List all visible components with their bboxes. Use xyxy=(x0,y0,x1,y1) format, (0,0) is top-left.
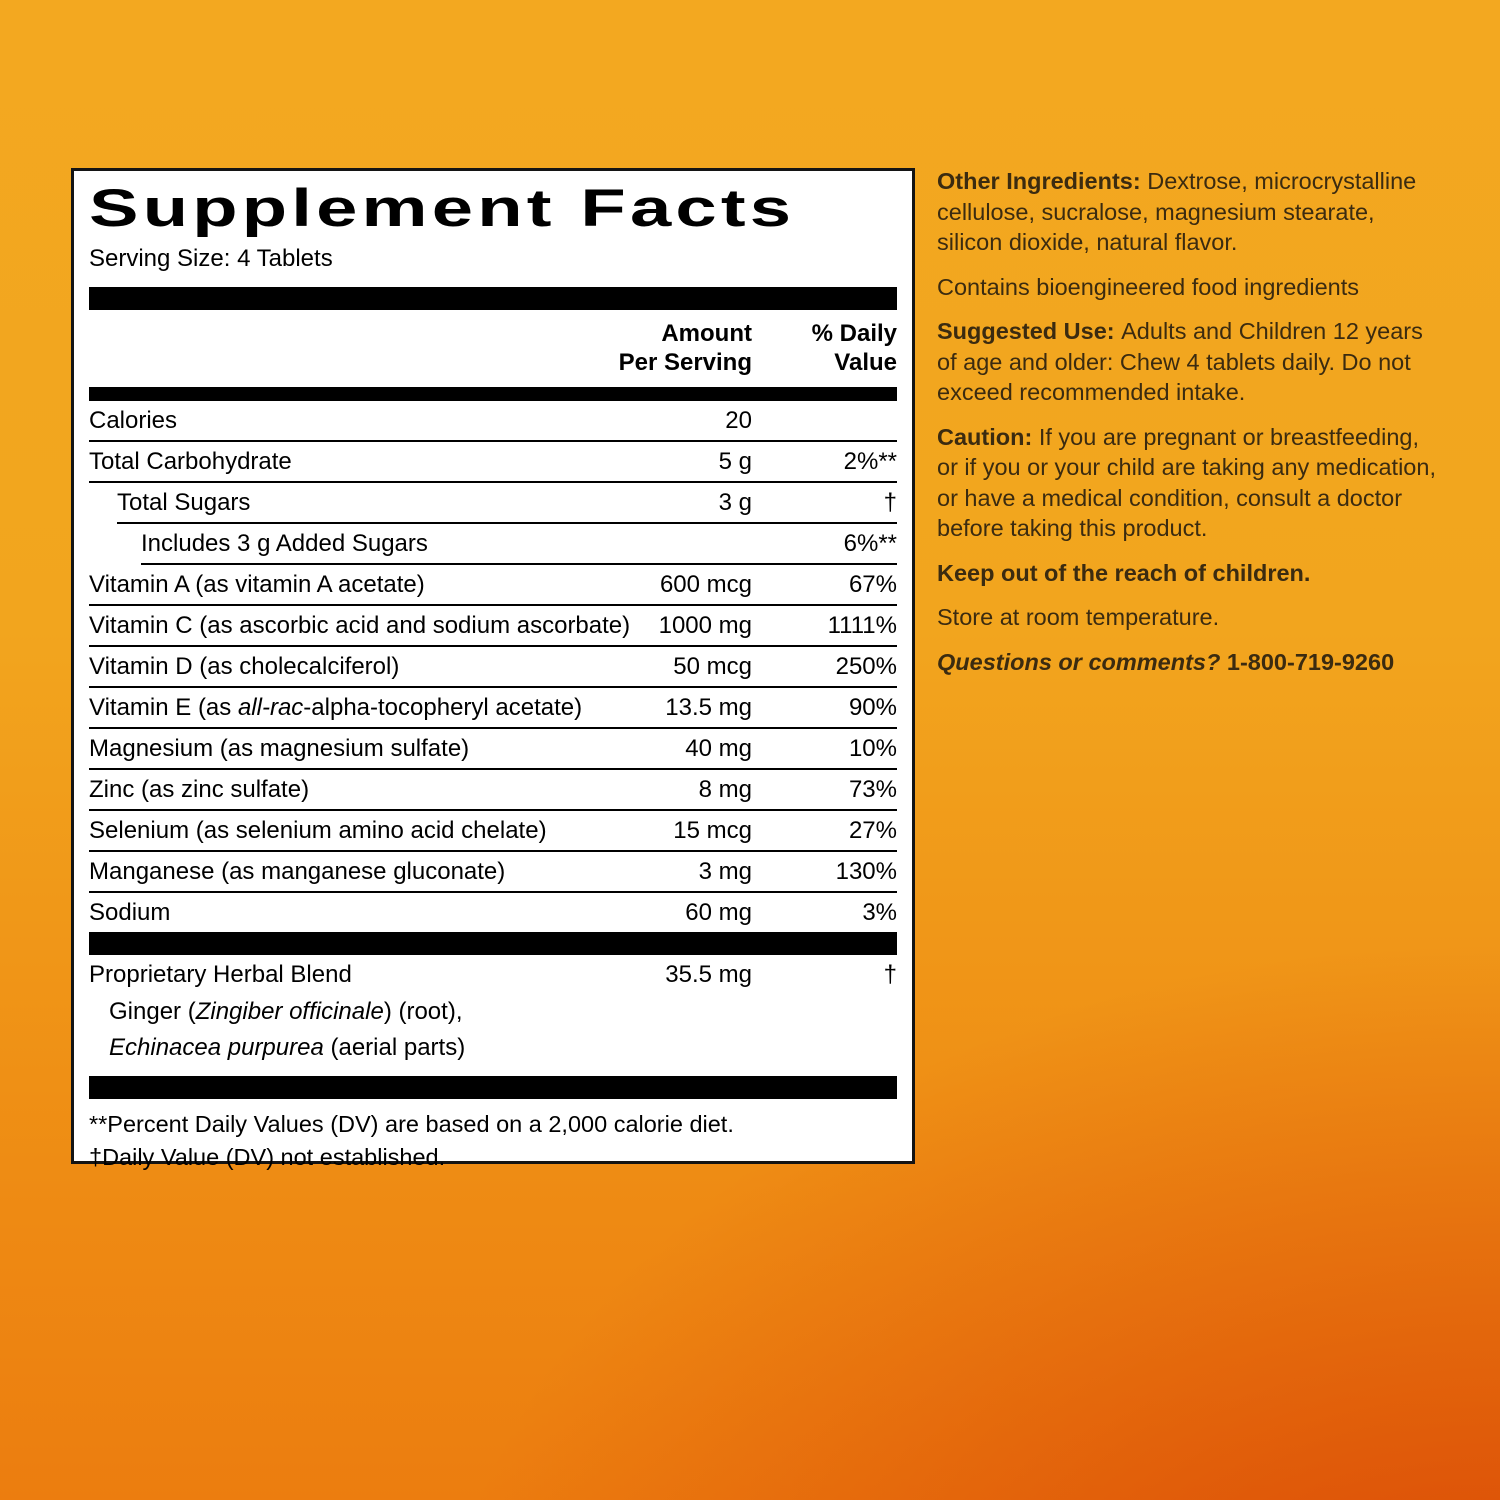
nutrient-name: Zinc (as zinc sulfate) xyxy=(89,775,310,803)
table-row: Sodium 60 mg 3% xyxy=(89,893,897,932)
table-row: Magnesium (as magnesium sulfate) 40 mg 10% xyxy=(89,729,897,768)
nutrient-daily-value: 250% xyxy=(835,652,897,680)
row-separator xyxy=(89,849,897,852)
nutrient-amount: 8 mg xyxy=(698,775,752,803)
row-separator xyxy=(89,480,897,483)
table-row: Total Sugars 3 g † xyxy=(89,483,897,522)
nutrient-amount: 40 mg xyxy=(685,734,752,762)
table-row: Zinc (as zinc sulfate) 8 mg 73% xyxy=(89,770,897,809)
row-separator xyxy=(89,890,897,893)
nutrient-daily-value: 2%** xyxy=(843,447,897,475)
nutrient-name: Total Sugars xyxy=(117,488,251,516)
dv-header-line1: % Daily xyxy=(811,319,897,347)
nutrient-daily-value: 27% xyxy=(848,816,897,844)
table-row: Vitamin E (as all-rac-alpha-tocopheryl a… xyxy=(89,688,897,727)
table-row: Vitamin D (as cholecalciferol) 50 mcg 250% xyxy=(89,647,897,686)
nutrient-amount: 3 g xyxy=(718,488,752,516)
nutrient-name: Calories xyxy=(89,406,178,434)
nutrient-name: Selenium (as selenium amino acid chelate… xyxy=(89,816,547,844)
table-row: Includes 3 g Added Sugars 6%** xyxy=(89,524,897,563)
nutrient-amount: 35.5 mg xyxy=(665,960,752,988)
nutrient-name: Sodium xyxy=(89,898,171,926)
row-separator xyxy=(89,644,897,647)
amount-header-line1: Amount xyxy=(661,319,752,347)
row-separator xyxy=(89,767,897,770)
divider-bar-top xyxy=(89,286,897,310)
info-paragraph: Suggested Use: Adults and Children 12 ye… xyxy=(937,318,1423,405)
table-row: Total Carbohydrate 5 g 2%** xyxy=(89,442,897,481)
row-separator xyxy=(141,562,897,565)
nutrient-amount: 5 g xyxy=(718,447,752,475)
nutrient-name: Vitamin A (as vitamin A acetate) xyxy=(89,570,425,598)
nutrient-name: Magnesium (as magnesium sulfate) xyxy=(89,734,470,762)
serving-size: Serving Size: 4 Tablets xyxy=(89,244,333,272)
daily-value-column-header: % Daily Value xyxy=(752,319,897,377)
info-column: Other Ingredients: Dextrose, microcrysta… xyxy=(937,166,1437,691)
nutrient-daily-value: 1111% xyxy=(827,611,897,639)
row-separator xyxy=(89,439,897,442)
nutrient-name: Proprietary Herbal Blend xyxy=(89,960,352,988)
table-row: Proprietary Herbal Blend 35.5 mg † xyxy=(89,955,897,994)
panel-title: Supplement Facts xyxy=(89,179,796,238)
nutrient-daily-value: 90% xyxy=(848,693,897,721)
row-separator xyxy=(89,603,897,606)
nutrient-amount: 15 mcg xyxy=(673,816,752,844)
row-separator xyxy=(89,726,897,729)
nutrient-amount: 1000 mg xyxy=(658,611,752,639)
info-paragraph: Keep out of the reach of children. xyxy=(937,559,1311,586)
info-paragraph: Other Ingredients: Dextrose, microcrysta… xyxy=(937,168,1417,255)
nutrient-daily-value: 130% xyxy=(835,857,897,885)
info-paragraph: Store at room temperature. xyxy=(937,604,1220,630)
nutrient-daily-value: 67% xyxy=(848,570,897,598)
nutrient-daily-value: 3% xyxy=(862,898,897,926)
amount-column-header: Amount Per Serving xyxy=(562,319,752,377)
footnote-dv-not-established: †Daily Value (DV) not established. xyxy=(89,1143,446,1170)
facts-table: Calories 20 Total Carbohydrate 5 g 2%** Total… xyxy=(89,401,897,932)
herbal-ingredient-line: Echinacea purpurea (aerial parts) xyxy=(109,1033,466,1061)
row-separator xyxy=(89,808,897,811)
herbal-ingredient-line: Ginger (Zingiber officinale) (root), xyxy=(109,997,463,1025)
table-row: Selenium (as selenium amino acid chelate… xyxy=(89,811,897,850)
table-row: Calories 20 xyxy=(89,401,897,440)
footnote-daily-values: **Percent Daily Values (DV) are based on… xyxy=(89,1110,734,1137)
amount-header-line2: Per Serving xyxy=(618,348,752,376)
nutrient-daily-value: 73% xyxy=(848,775,897,803)
nutrient-daily-value: † xyxy=(883,488,897,516)
nutrient-name: Vitamin C (as ascorbic acid and sodium a… xyxy=(89,611,631,639)
info-paragraph: Caution: If you are pregnant or breastfe… xyxy=(937,423,1436,542)
divider-bar-header xyxy=(89,386,897,401)
info-paragraph: Contains bioengineered food ingredients xyxy=(937,273,1360,300)
nutrient-daily-value: † xyxy=(883,960,897,988)
nutrient-amount: 20 xyxy=(725,406,752,434)
divider-bar-herbal xyxy=(89,931,897,955)
dv-header-line2: Value xyxy=(834,348,897,376)
divider-bar-bottom xyxy=(89,1075,897,1099)
nutrient-name: Manganese (as manganese gluconate) xyxy=(89,857,506,885)
nutrient-amount: 13.5 mg xyxy=(665,693,752,721)
footnotes: **Percent Daily Values (DV) are based on… xyxy=(89,1108,897,1174)
nutrient-name: Vitamin D (as cholecalciferol) xyxy=(89,652,400,680)
column-headers: Amount Per Serving % Daily Value xyxy=(89,310,897,387)
supplement-facts-panel: Supplement Facts Serving Size: 4 Tablets… xyxy=(71,168,915,1170)
row-separator xyxy=(117,521,897,524)
row-separator xyxy=(89,685,897,688)
nutrient-daily-value: 10% xyxy=(848,734,897,762)
nutrient-amount: 3 mg xyxy=(698,857,752,885)
nutrient-amount: 600 mcg xyxy=(659,570,752,598)
table-row: Vitamin A (as vitamin A acetate) 600 mcg 6… xyxy=(89,565,897,604)
nutrient-daily-value: 6%** xyxy=(843,529,897,557)
nutrient-name: Vitamin E (as all-rac-alpha-tocopheryl a… xyxy=(89,693,583,721)
nutrient-amount: 50 mcg xyxy=(673,652,752,680)
info-paragraph: Questions or comments? 1-800-719-9260 xyxy=(937,648,1395,675)
table-row: Vitamin C (as ascorbic acid and sodium a… xyxy=(89,606,897,645)
herbal-blend-section: Proprietary Herbal Blend 35.5 mg † Ginge… xyxy=(89,955,897,1066)
nutrient-name: Includes 3 g Added Sugars xyxy=(141,529,428,557)
nutrient-name: Total Carbohydrate xyxy=(89,447,292,475)
nutrient-amount: 60 mg xyxy=(685,898,752,926)
table-row: Manganese (as manganese gluconate) 3 mg 13… xyxy=(89,852,897,891)
